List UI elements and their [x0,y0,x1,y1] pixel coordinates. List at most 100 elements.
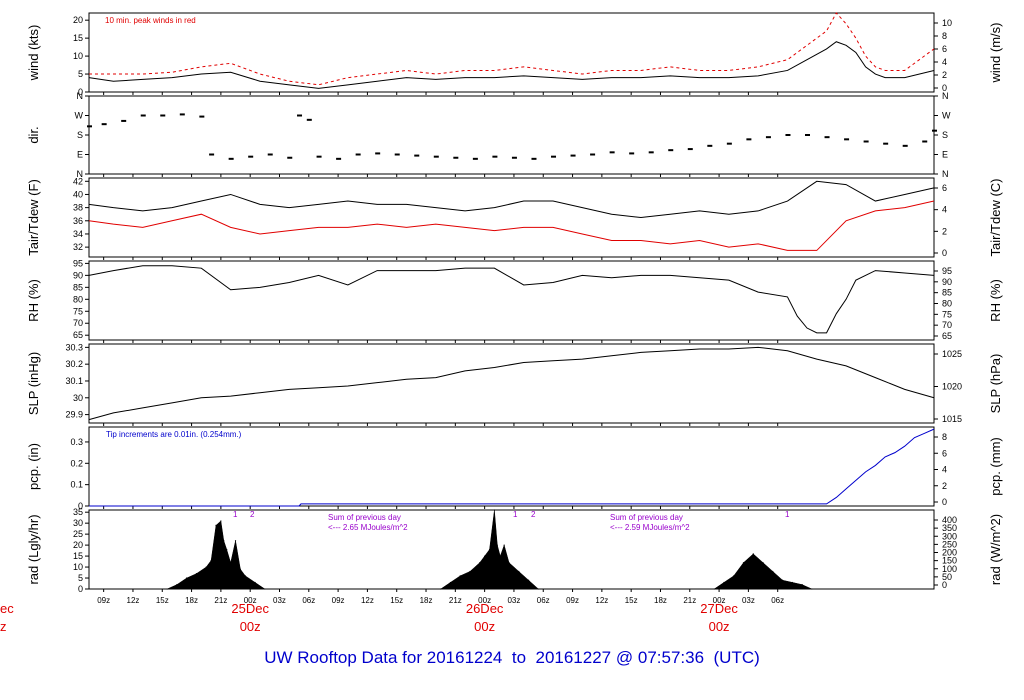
rad-annotation: <--- 2.65 MJoules/m^2 [328,523,408,532]
y-tick-label-right: 400 [942,515,957,525]
y-tick-label: N [77,91,84,101]
radiation-point [723,581,725,584]
radiation-point [205,566,207,568]
footer-end-date: 20161227 [535,648,612,667]
direction-point [433,155,439,158]
direction-point [785,134,791,136]
radiation-point [230,562,232,564]
direction-point [902,144,908,147]
radiation-point [234,540,237,542]
panel-title: Tip increments are 0.01in. (0.254mm.) [106,430,242,439]
y-tick-label-right: 100 [942,564,957,574]
direction-point [551,155,557,158]
direction-point [609,151,615,154]
direction-point [746,138,752,141]
y-tick-label: 80 [73,294,83,304]
direction-point [355,153,361,156]
y-axis-label-left: RH (%) [26,279,41,322]
footer-start-date: 20161224 [426,648,503,667]
radiation-point [499,555,501,557]
radiation-point [742,562,745,564]
day-label-date: 26Dec [466,601,504,616]
rad-annotation: 2 [250,510,255,519]
y-tick-label-right: 2 [942,70,947,80]
x-tick-label: 00z [713,596,726,605]
radiation-point [254,581,256,584]
y-tick-label: E [77,150,83,160]
direction-point [472,157,478,160]
y-tick-label-right: 0 [942,248,947,258]
direction-point [932,129,937,132]
direction-point [453,156,459,159]
direction-point [707,144,713,147]
x-tick-label: 21z [683,596,696,605]
radiation-point [537,588,539,590]
y-tick-label: 70 [73,318,83,328]
series-line-pcp [89,428,935,507]
radiation-point [527,579,530,581]
series-line-10-min-peak-winds [89,12,935,86]
y-tick-label-right: 4 [942,465,947,475]
day-label-date: 25Dec [231,601,269,616]
y-tick-label: S [77,130,83,140]
radiation-point [801,584,803,586]
y-tick-label: 36 [73,216,83,226]
x-tick-label: 03z [742,596,755,605]
x-tick-label: 03z [273,596,286,605]
direction-point [87,125,92,128]
panel-title: 10 min. peak winds in red [105,16,196,25]
y-tick-label: 0 [78,87,83,97]
radiation-point [493,509,496,511]
y-tick-label-right: 0 [942,497,947,507]
x-tick-label: 03z [507,596,520,605]
x-tick-label: 15z [390,596,403,605]
y-tick-label-right: 75 [942,309,952,319]
day-label-date: 27Dec [700,601,738,616]
direction-point [844,138,850,141]
x-tick-label: 12z [595,596,608,605]
series-line-slp [88,346,935,421]
y-tick-label: 0.2 [70,458,83,468]
radiation-point [713,588,715,590]
x-tick-label: 06z [537,596,550,605]
x-tick-label: 18z [654,596,667,605]
radiation-point [762,562,764,564]
radiation-point [772,570,774,573]
radiation-point [781,579,784,581]
radiation-point [733,575,735,577]
radiation-point [479,562,481,564]
y-axis-label-left: dir. [26,126,41,143]
y-tick-label-right: 1020 [942,382,962,392]
y-tick-label: 35 [73,507,83,517]
x-tick-label: 12z [361,596,374,605]
y-tick-label: 15 [73,33,83,43]
direction-point [492,155,498,158]
y-tick-label: 30.2 [65,359,83,369]
y-tick-label: 40 [73,189,83,199]
footer-prefix: UW Rooftop Data for [264,648,423,667]
radiation-point [264,588,266,590]
y-tick-label: 42 [73,176,83,186]
y-tick-label: 10 [73,562,83,572]
direction-point [531,157,537,160]
x-tick-label: 00z [244,596,257,605]
footer-time: 07:57:36 [637,648,705,667]
y-tick-label: 30 [73,393,83,403]
y-tick-label: 30 [73,518,83,528]
x-tick-label: 00z [478,596,491,605]
footer-to: to [511,648,527,667]
y-axis-label-left: Tair/Tdew (F) [26,179,41,256]
radiation-point [215,524,217,526]
y-tick-label-right: 70 [942,320,952,330]
footer-at: @ [615,648,634,667]
y-tick-label-right: 85 [942,288,952,298]
y-tick-label-right: 200 [942,548,957,558]
direction-point [863,140,869,143]
direction-point [765,136,771,139]
footer-tz: (UTC) [713,648,760,667]
y-tick-label: 65 [73,330,83,340]
series-line-tdew [88,200,935,251]
rad-annotation: 2 [531,510,536,519]
direction-point [883,142,889,145]
